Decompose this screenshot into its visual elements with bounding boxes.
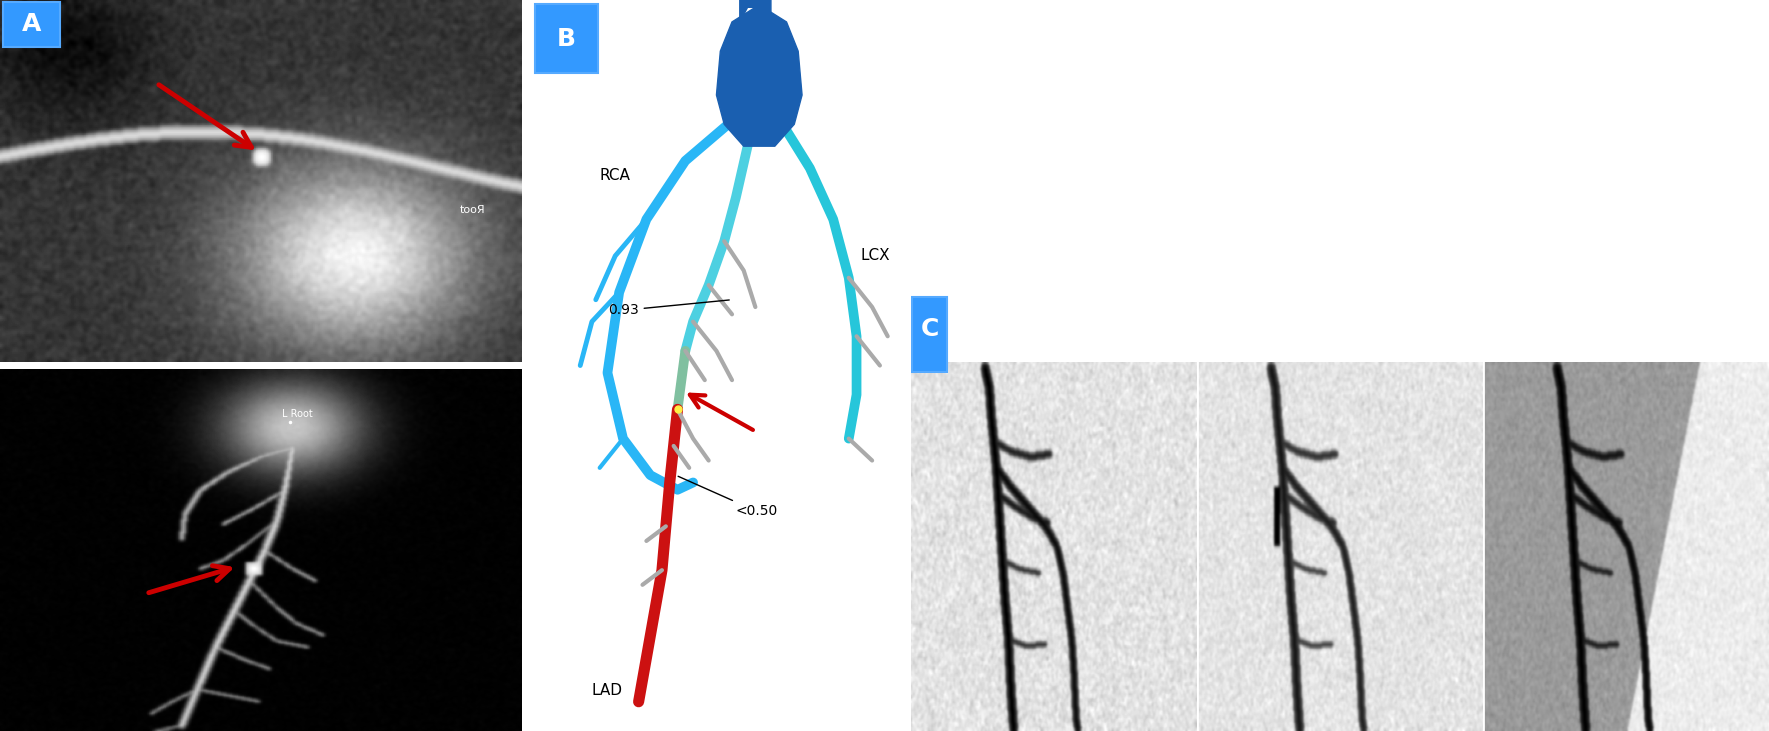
- Text: LCX: LCX: [860, 249, 890, 263]
- Text: A: A: [21, 12, 41, 36]
- Text: L Root: L Root: [281, 409, 313, 420]
- FancyBboxPatch shape: [2, 1, 60, 47]
- FancyBboxPatch shape: [536, 4, 598, 73]
- Text: B: B: [557, 27, 577, 50]
- Polygon shape: [739, 0, 771, 22]
- Text: tooЯ: tooЯ: [460, 205, 485, 215]
- Text: LAD: LAD: [593, 683, 623, 698]
- FancyBboxPatch shape: [913, 297, 948, 371]
- Text: <0.50: <0.50: [678, 477, 778, 518]
- Text: RCA: RCA: [600, 168, 630, 183]
- Text: C: C: [920, 317, 939, 341]
- Polygon shape: [716, 7, 801, 146]
- Text: 0.93: 0.93: [609, 300, 729, 317]
